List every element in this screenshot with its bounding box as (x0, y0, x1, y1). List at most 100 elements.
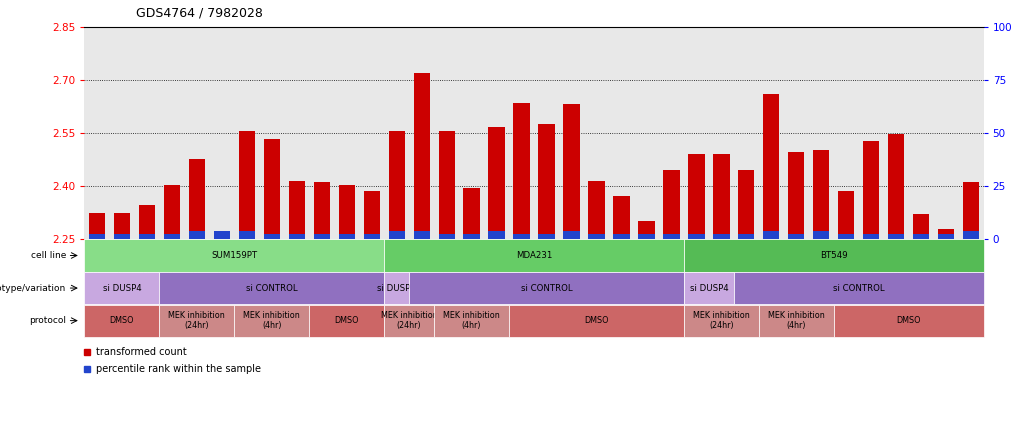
Bar (288, 234, 305, 239)
Bar (139, 234, 156, 239)
Bar (188, 159, 205, 239)
Bar (563, 231, 580, 239)
Bar (863, 141, 880, 239)
Bar (713, 154, 729, 239)
Bar (313, 181, 330, 239)
Bar (759, 27, 784, 239)
Text: GDS4764 / 7982028: GDS4764 / 7982028 (136, 6, 263, 19)
Bar (488, 231, 505, 239)
Bar (833, 27, 859, 239)
Bar (464, 187, 480, 239)
Text: si DUSP4: si DUSP4 (689, 283, 728, 293)
Bar (213, 233, 230, 239)
Bar (139, 205, 156, 239)
Bar (888, 135, 904, 239)
Bar (188, 231, 205, 239)
Bar (838, 234, 855, 239)
Bar (709, 27, 733, 239)
Text: transformed count: transformed count (96, 346, 186, 357)
Bar (663, 234, 680, 239)
Bar (260, 27, 284, 239)
Bar (763, 94, 780, 239)
Bar (513, 234, 529, 239)
Bar (584, 27, 609, 239)
Bar (513, 103, 529, 239)
Text: MEK inhibition
(24hr): MEK inhibition (24hr) (381, 311, 438, 330)
Bar (688, 154, 705, 239)
Text: DMSO: DMSO (335, 316, 359, 325)
Text: si DUSP4: si DUSP4 (377, 283, 416, 293)
Text: BT549: BT549 (820, 251, 848, 260)
Bar (364, 234, 380, 239)
Text: DMSO: DMSO (896, 316, 921, 325)
Bar (459, 27, 484, 239)
Bar (109, 27, 134, 239)
Text: MEK inhibition
(24hr): MEK inhibition (24hr) (693, 311, 750, 330)
Bar (439, 131, 455, 239)
Bar (488, 127, 505, 239)
Bar (884, 27, 908, 239)
Text: si CONTROL: si CONTROL (246, 283, 298, 293)
Bar (384, 27, 409, 239)
Bar (713, 234, 729, 239)
Text: MDA231: MDA231 (516, 251, 552, 260)
Text: protocol: protocol (29, 316, 66, 325)
Bar (739, 234, 755, 239)
Bar (913, 214, 929, 239)
Bar (484, 27, 509, 239)
Text: MEK inhibition
(4hr): MEK inhibition (4hr) (243, 311, 300, 330)
Bar (563, 104, 580, 239)
Bar (938, 229, 955, 239)
Bar (339, 185, 355, 239)
Bar (89, 234, 105, 239)
Text: DMSO: DMSO (584, 316, 609, 325)
Bar (409, 27, 434, 239)
Bar (863, 234, 880, 239)
Bar (763, 231, 780, 239)
Bar (160, 27, 184, 239)
Bar (639, 221, 655, 239)
Text: cell line: cell line (31, 251, 66, 260)
Bar (239, 231, 255, 239)
Bar (209, 27, 234, 239)
Bar (633, 27, 659, 239)
Bar (684, 27, 709, 239)
Bar (309, 27, 334, 239)
Text: MEK inhibition
(24hr): MEK inhibition (24hr) (169, 311, 226, 330)
Bar (963, 231, 980, 239)
Bar (413, 231, 430, 239)
Bar (539, 234, 555, 239)
Bar (388, 231, 405, 239)
Bar (184, 27, 209, 239)
Bar (84, 27, 109, 239)
Bar (609, 27, 633, 239)
Bar (388, 131, 405, 239)
Text: genotype/variation: genotype/variation (0, 283, 66, 293)
Text: MEK inhibition
(4hr): MEK inhibition (4hr) (768, 311, 825, 330)
Text: MEK inhibition
(4hr): MEK inhibition (4hr) (443, 311, 500, 330)
Bar (908, 27, 933, 239)
Bar (359, 27, 384, 239)
Bar (134, 27, 160, 239)
Bar (613, 234, 629, 239)
Bar (113, 212, 130, 239)
Bar (938, 234, 955, 239)
Bar (288, 181, 305, 239)
Bar (659, 27, 684, 239)
Bar (464, 234, 480, 239)
Bar (234, 27, 260, 239)
Bar (588, 181, 605, 239)
Bar (264, 234, 280, 239)
Bar (164, 185, 180, 239)
Bar (663, 170, 680, 239)
Text: si CONTROL: si CONTROL (521, 283, 573, 293)
Bar (213, 231, 230, 239)
Bar (933, 27, 959, 239)
Text: SUM159PT: SUM159PT (211, 251, 258, 260)
Bar (559, 27, 584, 239)
Bar (838, 191, 855, 239)
Bar (334, 27, 359, 239)
Text: si CONTROL: si CONTROL (833, 283, 885, 293)
Bar (888, 234, 904, 239)
Bar (813, 231, 829, 239)
